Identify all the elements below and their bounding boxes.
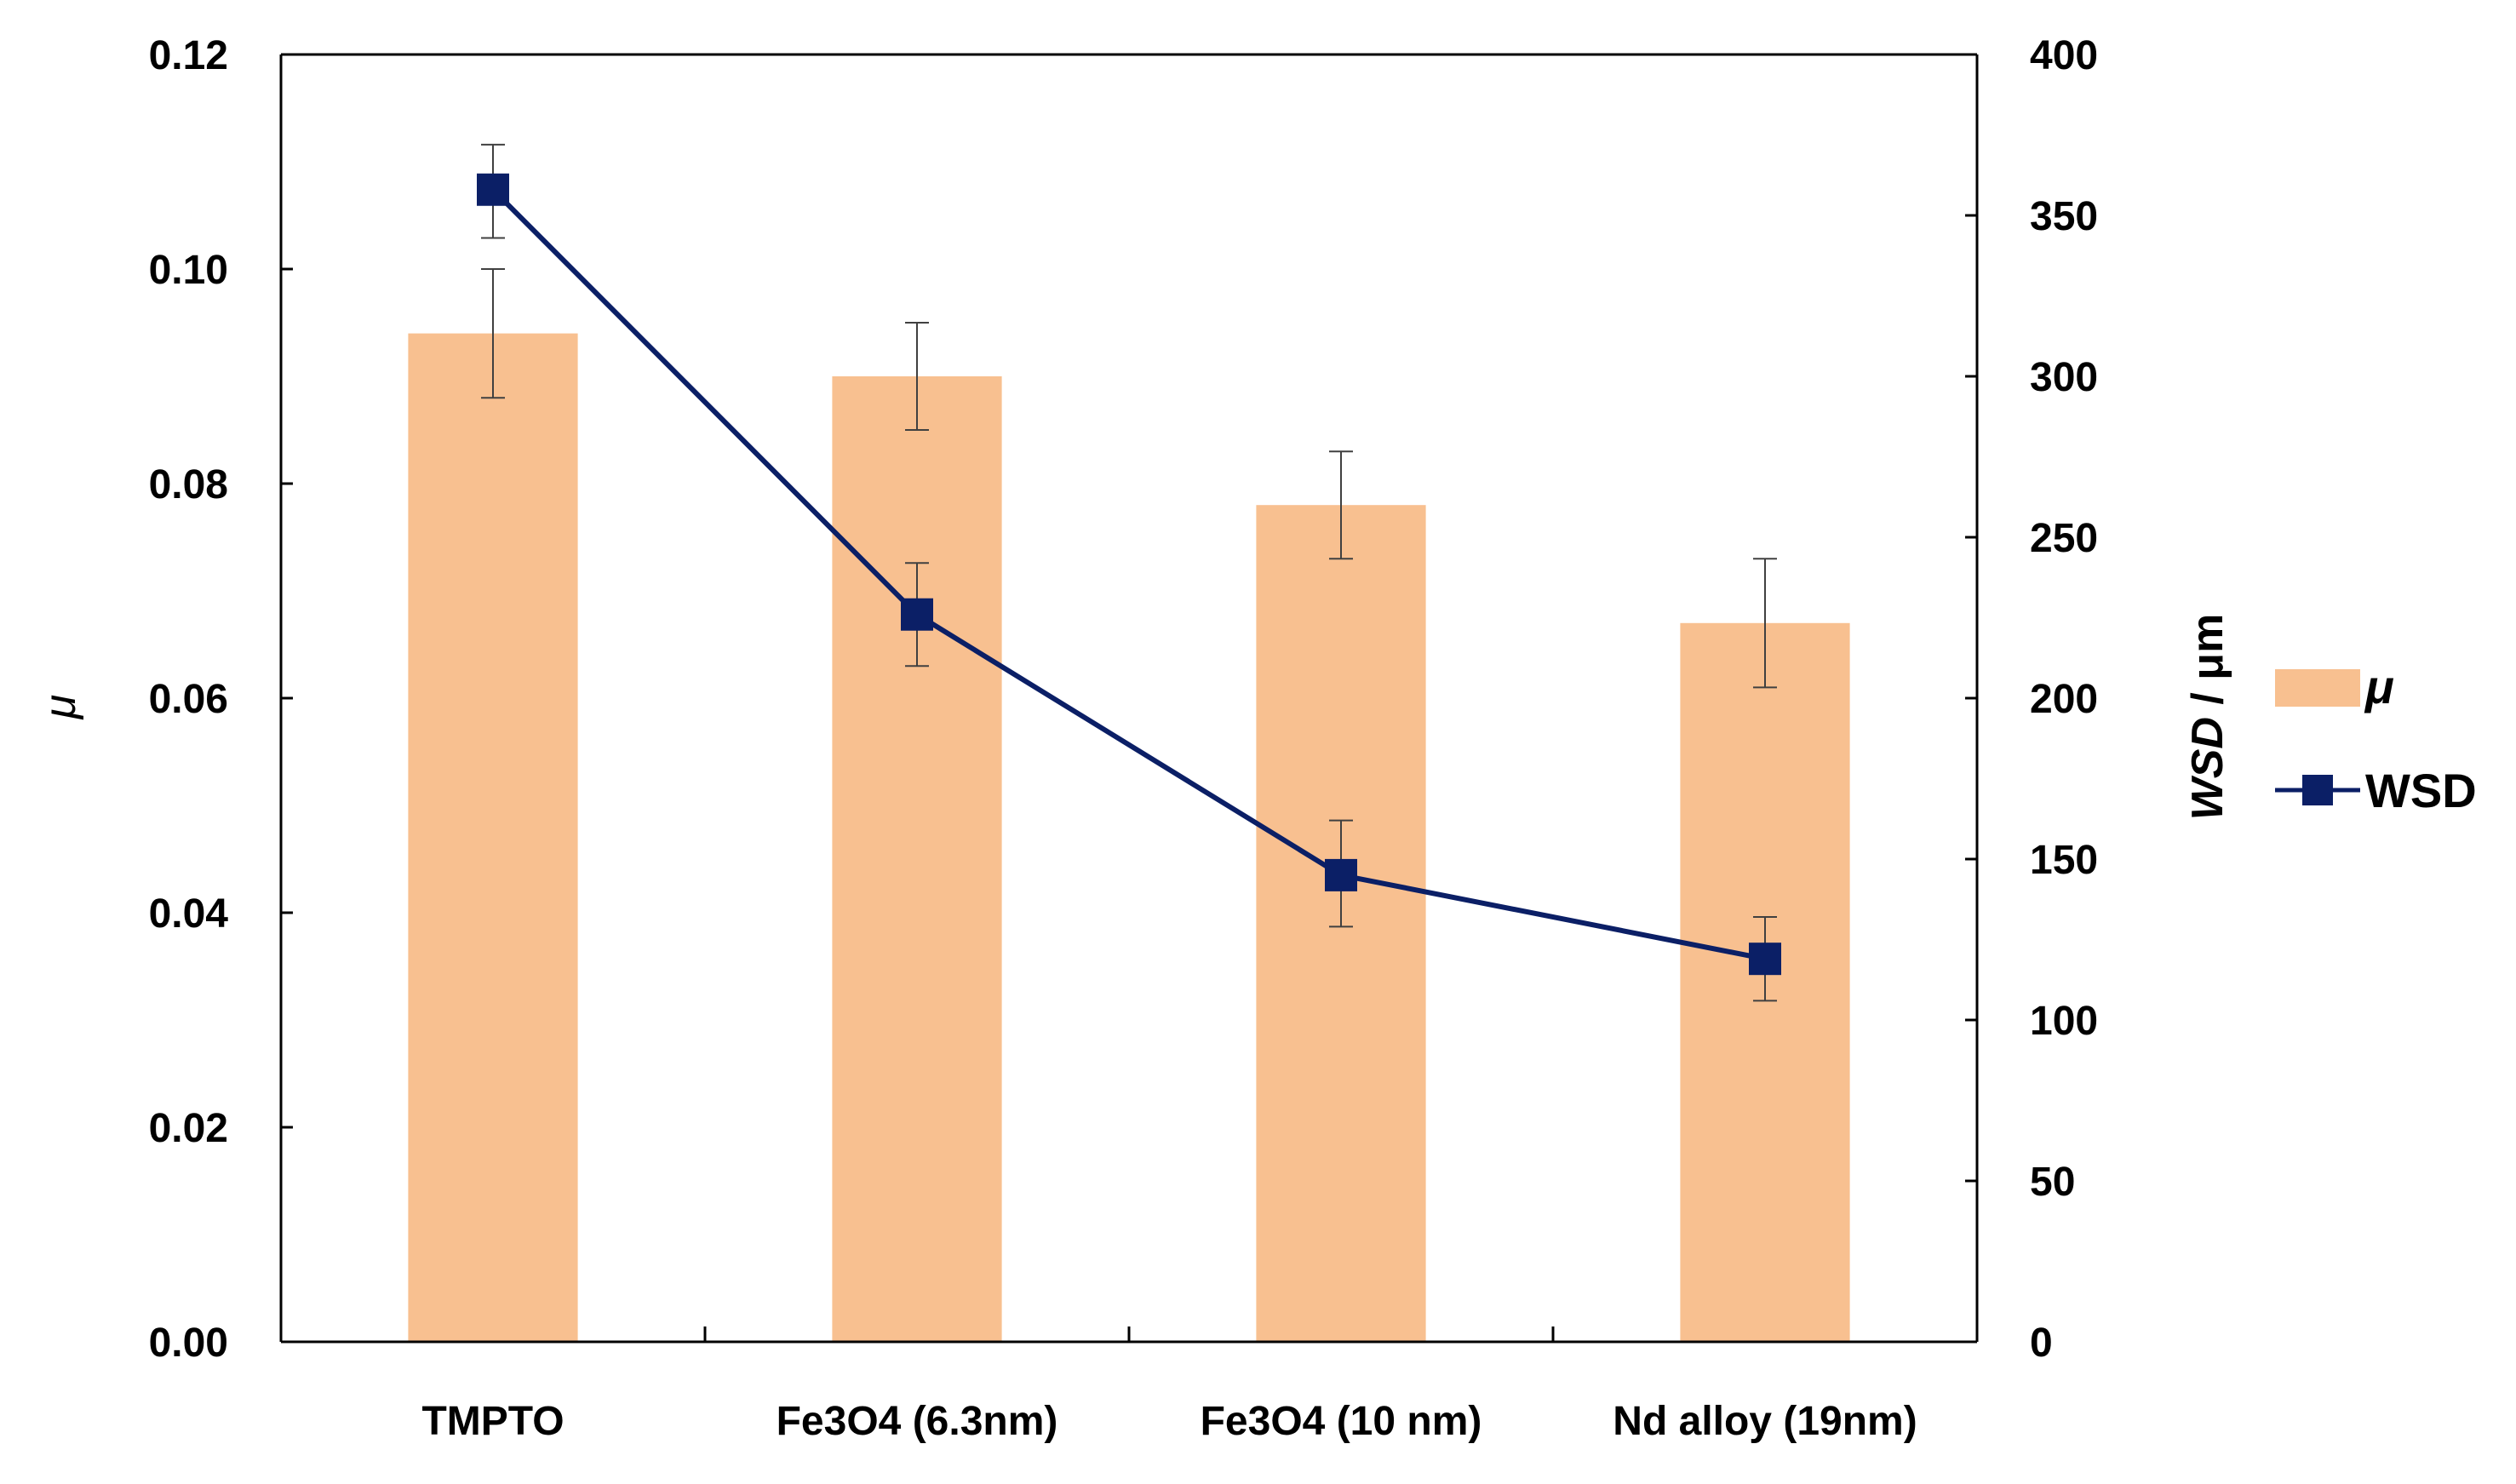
legend-wsd-label: WSD bbox=[2365, 764, 2477, 817]
left-tick-label: 0.00 bbox=[149, 1321, 228, 1366]
plot-area: 0.00 0.02 0.04 0.06 0.08 0.10 0.12 0 50 100 150 200… bbox=[149, 33, 2099, 1444]
right-tick-label: 100 bbox=[2030, 999, 2098, 1044]
right-tick-label: 300 bbox=[2030, 355, 2098, 400]
left-tick-label: 0.08 bbox=[149, 462, 228, 507]
x-tick-label: Nd alloy (19nm) bbox=[1613, 1399, 1917, 1444]
x-tick-label: TMPTO bbox=[421, 1399, 564, 1444]
right-tick-label: 200 bbox=[2030, 677, 2098, 722]
left-tick-label: 0.10 bbox=[149, 248, 228, 293]
bar-mu bbox=[832, 376, 1002, 1342]
legend: μ WSD bbox=[2275, 660, 2477, 817]
right-tick-label: 0 bbox=[2030, 1321, 2053, 1366]
left-tick-label: 0.02 bbox=[149, 1106, 228, 1151]
right-tick-label: 50 bbox=[2030, 1160, 2075, 1205]
legend-mu-swatch bbox=[2275, 669, 2360, 707]
left-tick-label: 0.12 bbox=[149, 33, 228, 78]
left-axis-title: μ bbox=[36, 695, 85, 721]
line-wsd bbox=[490, 187, 1766, 962]
left-tick-label: 0.04 bbox=[149, 891, 229, 937]
right-tick-label: 150 bbox=[2030, 838, 2098, 883]
right-tick-label: 350 bbox=[2030, 194, 2098, 239]
right-axis-title: WSD / μm bbox=[2183, 614, 2232, 821]
x-tick-label: Fe3O4 (6.3nm) bbox=[777, 1399, 1058, 1444]
point-wsd bbox=[901, 598, 933, 631]
right-tick-label: 400 bbox=[2030, 33, 2098, 78]
point-wsd bbox=[1749, 943, 1781, 976]
right-tick-label: 250 bbox=[2030, 516, 2098, 561]
left-tick-label: 0.06 bbox=[149, 677, 228, 722]
x-tick-label: Fe3O4 (10 nm) bbox=[1201, 1399, 1482, 1444]
right-axis-title-unit: / μm bbox=[2183, 614, 2232, 717]
point-wsd bbox=[477, 173, 509, 206]
legend-wsd-marker bbox=[2302, 775, 2333, 805]
bar-mu bbox=[408, 333, 578, 1343]
point-wsd bbox=[1325, 858, 1357, 891]
legend-mu-label: μ bbox=[2364, 660, 2394, 713]
right-axis-title-name: WSD bbox=[2183, 717, 2232, 820]
